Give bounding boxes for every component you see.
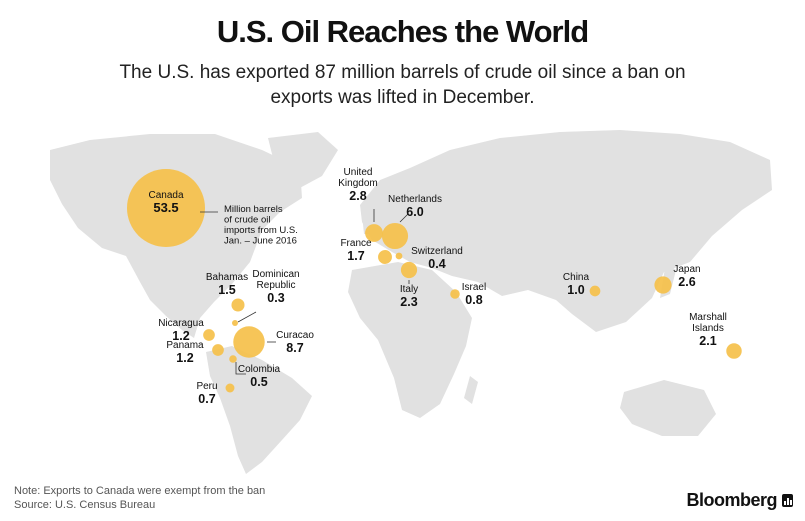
- bubble-colombia: [229, 355, 237, 363]
- bubble-israel: [450, 289, 460, 299]
- label-value-colombia: 0.5: [250, 375, 267, 389]
- bubble-dominican-republic: [232, 320, 238, 326]
- bubble-marshall-islands: [726, 343, 742, 359]
- label-value-marshall-islands: 2.1: [699, 334, 716, 348]
- bubble-italy: [400, 261, 418, 279]
- label-value-united-kingdom: 2.8: [349, 189, 366, 203]
- label-name-switzerland: Switzerland: [411, 246, 463, 257]
- madagascar-landmass: [464, 376, 478, 404]
- label-value-netherlands: 6.0: [406, 205, 423, 219]
- footnote: Note: Exports to Canada were exempt from…: [14, 485, 266, 497]
- bubble-peru: [225, 383, 235, 393]
- label-value-canada: 53.5: [153, 200, 178, 215]
- label-name-panama: Panama: [166, 340, 204, 351]
- bubble-united-kingdom: [365, 224, 383, 242]
- label-name-dominican-republic: Dominican: [252, 269, 299, 280]
- label-name-netherlands: Netherlands: [388, 194, 442, 205]
- bubble-netherlands: [381, 222, 409, 250]
- legend-note-line: of crude oil: [224, 215, 270, 226]
- label-value-china: 1.0: [567, 283, 584, 297]
- legend-note-line: Million barrels: [224, 204, 283, 215]
- bubble-bahamas: [231, 298, 245, 312]
- leader-lines: [235, 209, 410, 375]
- label-name-italy: Italy: [400, 284, 418, 295]
- south-america-landmass: [206, 346, 312, 474]
- australia-landmass: [620, 380, 716, 436]
- bubble-curacao: [233, 326, 265, 358]
- label-name-china: China: [563, 272, 590, 283]
- legend-note-line: imports from U.S.: [224, 225, 298, 236]
- eurasia-landmass: [360, 130, 772, 332]
- greenland-landmass: [268, 132, 338, 190]
- label-value-israel: 0.8: [465, 293, 482, 307]
- label-name-canada: Canada: [148, 190, 183, 201]
- label-name-dominican-republic: Republic: [257, 280, 296, 291]
- source-line: Source: U.S. Census Bureau: [14, 499, 156, 511]
- label-name-nicaragua: Nicaragua: [158, 318, 204, 329]
- label-value-italy: 2.3: [400, 295, 417, 309]
- bubbles: [127, 169, 742, 393]
- bubble-canada: [127, 169, 205, 247]
- label-value-panama: 1.2: [176, 351, 193, 365]
- africa-landmass: [348, 262, 472, 418]
- label-name-peru: Peru: [196, 381, 217, 392]
- label-value-curacao: 8.7: [286, 341, 303, 355]
- label-name-france: France: [340, 238, 372, 249]
- label-value-bahamas: 1.5: [218, 283, 235, 297]
- legend-note-line: Jan. – June 2016: [224, 236, 297, 247]
- label-name-marshall-islands: Marshall: [689, 312, 727, 323]
- label-name-bahamas: Bahamas: [206, 272, 248, 283]
- label-value-dominican-republic: 0.3: [267, 291, 284, 305]
- leader-line-colombia: [235, 362, 246, 375]
- label-value-peru: 0.7: [198, 392, 215, 406]
- chart-title: U.S. Oil Reaches the World: [216, 14, 589, 49]
- label-name-united-kingdom: Kingdom: [338, 178, 377, 189]
- label-value-switzerland: 0.4: [428, 257, 445, 271]
- label-value-japan: 2.6: [678, 275, 695, 289]
- bubble-france: [378, 250, 392, 264]
- label-value-france: 1.7: [347, 249, 364, 263]
- label-name-israel: Israel: [462, 282, 486, 293]
- chart-subtitle: The U.S. has exported 87 million barrels…: [119, 62, 686, 108]
- brand-logo: Bloomberg: [686, 490, 777, 510]
- bar-chart-icon: [782, 494, 793, 507]
- label-name-united-kingdom: United: [344, 167, 373, 178]
- bubble-china: [589, 285, 601, 297]
- bubble-panama: [212, 344, 224, 356]
- label-name-colombia: Colombia: [238, 364, 281, 375]
- leader-line-netherlands: [399, 213, 409, 223]
- bubble-switzerland: [395, 252, 403, 260]
- label-name-marshall-islands: Islands: [692, 323, 724, 334]
- leader-line-dominican-republic: [237, 311, 257, 323]
- label-value-nicaragua: 1.2: [172, 329, 189, 343]
- footer-notes: Note: Exports to Canada were exempt from…: [14, 484, 265, 512]
- bubble-nicaragua: [203, 329, 215, 341]
- label-name-curacao: Curacao: [276, 330, 314, 341]
- bubble-japan: [654, 276, 672, 294]
- label-name-japan: Japan: [673, 264, 700, 275]
